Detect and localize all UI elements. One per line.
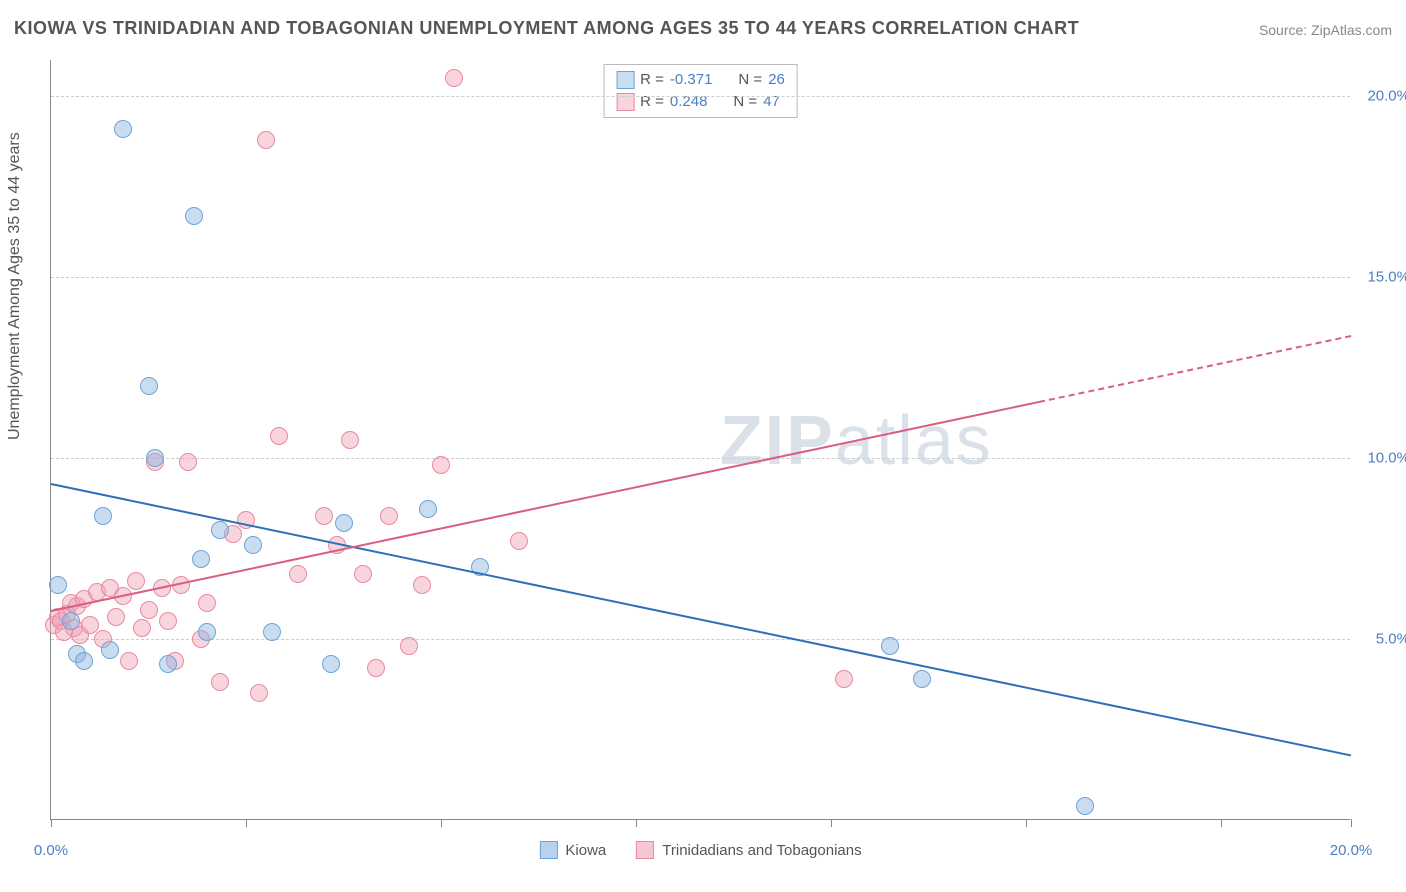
data-point	[211, 521, 229, 539]
data-point	[367, 659, 385, 677]
y-tick-label: 5.0%	[1376, 631, 1406, 648]
y-tick-label: 20.0%	[1367, 88, 1406, 105]
data-point	[75, 652, 93, 670]
x-tick	[636, 819, 637, 827]
x-tick	[441, 819, 442, 827]
data-point	[315, 507, 333, 525]
legend-item: Kiowa	[539, 841, 606, 859]
data-point	[198, 594, 216, 612]
data-point	[432, 456, 450, 474]
data-point	[49, 576, 67, 594]
data-point	[62, 612, 80, 630]
plot-area: ZIPatlas R = -0.371N = 26R = 0.248N = 47…	[50, 60, 1350, 820]
x-tick	[1351, 819, 1352, 827]
data-point	[114, 120, 132, 138]
data-point	[322, 655, 340, 673]
y-axis-label: Unemployment Among Ages 35 to 44 years	[6, 132, 24, 440]
data-point	[341, 431, 359, 449]
x-tick	[1026, 819, 1027, 827]
data-point	[289, 565, 307, 583]
gridline	[51, 96, 1350, 97]
legend-item: Trinidadians and Tobagonians	[636, 841, 861, 859]
trend-line	[51, 401, 1039, 612]
data-point	[835, 670, 853, 688]
data-point	[140, 377, 158, 395]
data-point	[146, 449, 164, 467]
data-point	[159, 655, 177, 673]
data-point	[185, 207, 203, 225]
data-point	[94, 507, 112, 525]
data-point	[913, 670, 931, 688]
data-point	[510, 532, 528, 550]
data-point	[120, 652, 138, 670]
data-point	[211, 673, 229, 691]
data-point	[1076, 797, 1094, 815]
data-point	[81, 616, 99, 634]
data-point	[263, 623, 281, 641]
x-tick	[246, 819, 247, 827]
gridline	[51, 458, 1350, 459]
gridline	[51, 277, 1350, 278]
source-label: Source: ZipAtlas.com	[1259, 22, 1392, 38]
data-point	[101, 641, 119, 659]
data-point	[257, 131, 275, 149]
y-tick-label: 10.0%	[1367, 450, 1406, 467]
data-point	[107, 608, 125, 626]
data-point	[133, 619, 151, 637]
data-point	[179, 453, 197, 471]
legend-stat-row: R = -0.371N = 26	[616, 69, 785, 91]
data-point	[413, 576, 431, 594]
data-point	[400, 637, 418, 655]
y-tick-label: 15.0%	[1367, 269, 1406, 286]
x-tick-label: 20.0%	[1330, 842, 1373, 859]
legend-series: Kiowa Trinidadians and Tobagonians	[539, 841, 861, 859]
data-point	[198, 623, 216, 641]
data-point	[335, 514, 353, 532]
data-point	[250, 684, 268, 702]
data-point	[445, 69, 463, 87]
data-point	[159, 612, 177, 630]
data-point	[127, 572, 145, 590]
x-tick	[831, 819, 832, 827]
x-tick-label: 0.0%	[34, 842, 68, 859]
gridline	[51, 639, 1350, 640]
data-point	[244, 536, 262, 554]
trend-line	[1039, 335, 1351, 403]
x-tick	[51, 819, 52, 827]
legend-correlation-box: R = -0.371N = 26R = 0.248N = 47	[603, 64, 798, 118]
x-tick	[1221, 819, 1222, 827]
trend-line	[51, 483, 1351, 756]
legend-stat-row: R = 0.248N = 47	[616, 91, 785, 113]
data-point	[881, 637, 899, 655]
data-point	[380, 507, 398, 525]
chart-title: KIOWA VS TRINIDADIAN AND TOBAGONIAN UNEM…	[14, 18, 1079, 39]
data-point	[354, 565, 372, 583]
data-point	[192, 550, 210, 568]
data-point	[270, 427, 288, 445]
data-point	[140, 601, 158, 619]
data-point	[419, 500, 437, 518]
